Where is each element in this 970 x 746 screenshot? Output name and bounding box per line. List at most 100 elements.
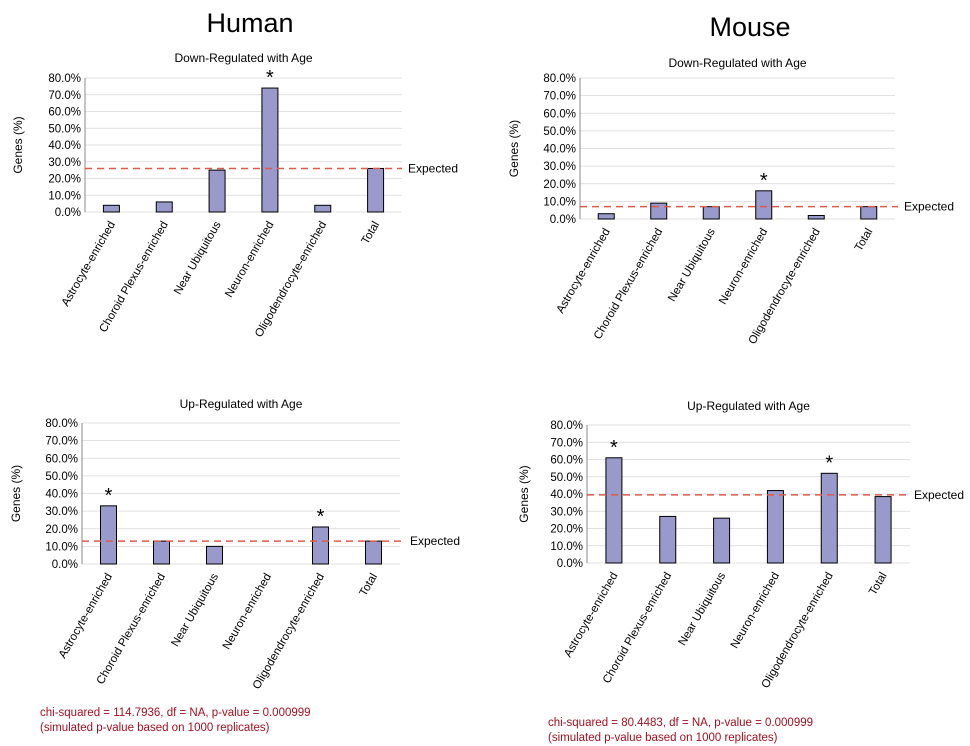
significance-marker: * xyxy=(317,506,325,528)
y-tick-label: 70.0% xyxy=(45,436,78,448)
mouse-stats: chi-squared = 80.4483, df = NA, p-value … xyxy=(548,716,813,746)
bar-total xyxy=(874,496,892,564)
bar-astrocyte-enriched xyxy=(597,213,615,220)
chart-title: Down-Regulated with Age xyxy=(668,56,806,70)
y-tick-label: 0.0% xyxy=(55,207,81,219)
y-tick-label: 50.0% xyxy=(48,123,81,135)
category-label: Neuron-enriched xyxy=(221,572,274,652)
category-label: Near Ubiquitous xyxy=(172,219,224,297)
y-axis-label: Genes (%) xyxy=(11,116,25,173)
y-tick-label: 0.0% xyxy=(550,214,576,226)
expected-label: Expected xyxy=(904,200,954,214)
human-stats: chi-squared = 114.7936, df = NA, p-value… xyxy=(40,706,311,736)
y-tick-label: 30.0% xyxy=(543,161,576,173)
human-up-chart: Up-Regulated with Age Genes (%) 0.0% 10.0% 2… xyxy=(9,397,460,692)
y-axis-label: Genes (%) xyxy=(9,465,23,522)
bar-oligodendrocyte-enriched xyxy=(820,472,838,564)
bar-near-ubiquitous xyxy=(713,517,731,564)
bar-near-ubiquitous xyxy=(208,169,226,213)
category-label: Astrocyte-enriched xyxy=(562,571,620,660)
y-tick-label: 20.0% xyxy=(543,179,576,191)
bar-total xyxy=(365,540,382,565)
significance-marker: * xyxy=(825,452,833,474)
chart-title: Up-Regulated with Age xyxy=(180,397,303,411)
category-label: Total xyxy=(360,220,383,247)
bar-choroid-plexus-enriched xyxy=(659,515,677,564)
y-tick-label: 10.0% xyxy=(48,190,81,202)
y-tick-label: 80.0% xyxy=(543,73,576,85)
y-axis-label: Genes (%) xyxy=(507,120,521,177)
y-tick-label: 0.0% xyxy=(52,559,78,571)
bar-oligodendrocyte-enriched xyxy=(312,526,329,565)
bar-neuron-enriched xyxy=(261,87,279,213)
y-tick-label: 70.0% xyxy=(543,91,576,103)
category-label: Total xyxy=(358,572,381,599)
y-tick-label: 30.0% xyxy=(550,506,583,518)
mouse-column-title: Mouse xyxy=(709,12,791,42)
y-tick-label: 10.0% xyxy=(550,541,583,553)
mouse-down-chart: Down-Regulated with Age Genes (%) 0.0% 10.0… xyxy=(507,56,954,347)
category-label: Near Ubiquitous xyxy=(677,570,729,648)
category-label: Near Ubiquitous xyxy=(169,571,221,649)
y-tick-label: 60.0% xyxy=(543,108,576,120)
bar-total xyxy=(860,206,878,220)
chart-title: Down-Regulated with Age xyxy=(174,51,312,65)
bar-astrocyte-enriched xyxy=(605,457,623,564)
bar-near-ubiquitous xyxy=(702,206,720,220)
bar-near-ubiquitous xyxy=(206,545,223,565)
bar-total xyxy=(367,167,385,213)
chart-title: Up-Regulated with Age xyxy=(687,399,810,413)
category-label: Astrocyte-enriched xyxy=(60,220,118,309)
significance-marker: * xyxy=(266,67,274,89)
y-tick-label: 10.0% xyxy=(45,541,78,553)
human-stats-line2: (simulated p-value based on 1000 replica… xyxy=(40,722,270,734)
y-tick-label: 20.0% xyxy=(45,524,78,536)
expected-label: Expected xyxy=(408,161,458,175)
y-tick-label: 40.0% xyxy=(48,140,81,152)
y-tick-label: 60.0% xyxy=(45,453,78,465)
y-tick-label: 70.0% xyxy=(48,90,81,102)
mouse-stats-line1: chi-squared = 80.4483, df = NA, p-value … xyxy=(548,717,814,729)
expected-label: Expected xyxy=(914,488,964,502)
category-label: Total xyxy=(867,571,890,598)
category-label: Neuron-enriched xyxy=(223,220,276,300)
y-tick-label: 60.0% xyxy=(550,455,583,467)
significance-marker: * xyxy=(610,437,618,459)
bar-astrocyte-enriched xyxy=(102,204,120,213)
y-tick-label: 70.0% xyxy=(550,437,583,449)
y-tick-label: 10.0% xyxy=(543,196,576,208)
y-tick-label: 60.0% xyxy=(48,107,81,119)
y-tick-label: 30.0% xyxy=(45,506,78,518)
y-tick-label: 30.0% xyxy=(48,157,81,169)
y-axis-label: Genes (%) xyxy=(517,465,531,522)
y-tick-label: 20.0% xyxy=(48,174,81,186)
y-tick-label: 50.0% xyxy=(550,472,583,484)
mouse-up-chart: Up-Regulated with Age Genes (%) 0.0% 10.0% 2… xyxy=(517,399,964,691)
y-tick-label: 40.0% xyxy=(543,144,576,156)
bar-oligodendrocyte-enriched xyxy=(314,204,332,213)
category-label: Astrocyte-enriched xyxy=(57,572,115,661)
y-tick-label: 80.0% xyxy=(550,420,583,432)
y-tick-label: 80.0% xyxy=(48,73,81,85)
bar-neuron-enriched xyxy=(755,190,773,220)
category-label: Near Ubiquitous xyxy=(666,226,718,304)
category-label: Neuron-enriched xyxy=(729,571,782,651)
bar-choroid-plexus-enriched xyxy=(155,201,173,213)
bar-choroid-plexus-enriched xyxy=(650,202,668,220)
bar-oligodendrocyte-enriched xyxy=(807,214,825,220)
y-tick-label: 50.0% xyxy=(45,471,78,483)
human-down-chart: Down-Regulated with Age Genes (%) 0.0% 10.0… xyxy=(11,51,458,340)
bar-astrocyte-enriched xyxy=(100,505,117,565)
category-label: Total xyxy=(853,227,876,254)
category-label: Neuron-enriched xyxy=(717,227,770,307)
y-tick-label: 0.0% xyxy=(557,558,583,570)
significance-marker: * xyxy=(760,170,768,192)
bar-neuron-enriched xyxy=(766,490,784,564)
y-tick-label: 50.0% xyxy=(543,126,576,138)
human-column-title: Human xyxy=(206,8,294,38)
category-label: Astrocyte-enriched xyxy=(555,227,613,316)
human-stats-line1: chi-squared = 114.7936, df = NA, p-value… xyxy=(40,707,311,719)
bar-choroid-plexus-enriched xyxy=(153,540,170,565)
significance-marker: * xyxy=(105,485,113,507)
